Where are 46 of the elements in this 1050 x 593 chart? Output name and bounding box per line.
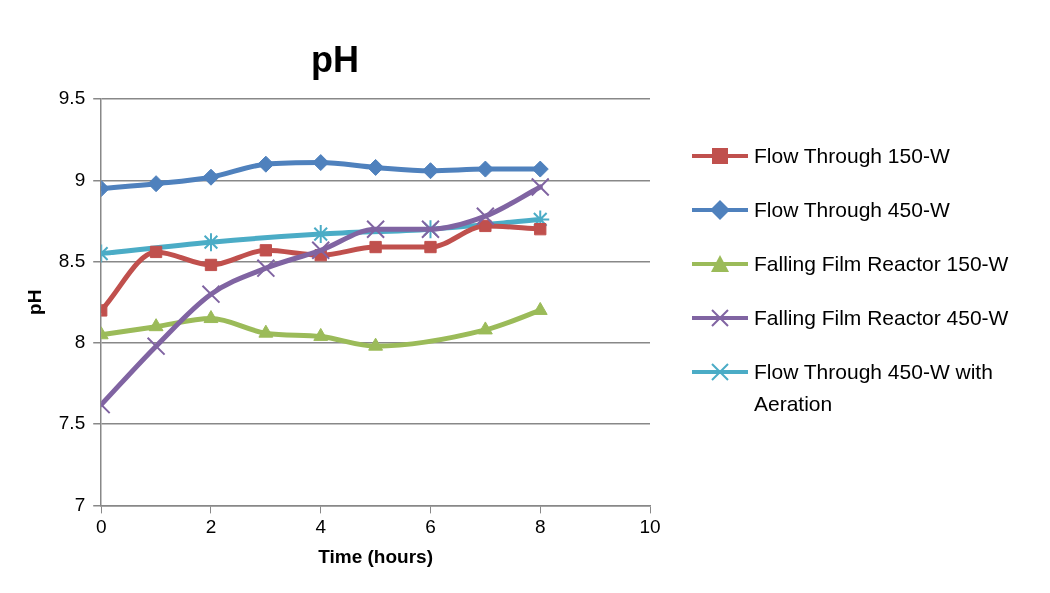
legend-label: Flow Through 450-W with Aeration [754, 359, 994, 417]
point [149, 245, 163, 259]
point [202, 168, 220, 186]
point [367, 158, 385, 176]
x-tick-label: 2 [205, 516, 217, 538]
x-tick-label: 6 [425, 516, 436, 538]
y-tick-label: 8 [74, 331, 86, 353]
chart-title: pH [311, 38, 359, 80]
point [146, 336, 166, 356]
point [201, 284, 221, 304]
point [424, 240, 437, 254]
y-tick-label: 7.5 [58, 412, 86, 434]
point [475, 206, 495, 226]
point [259, 244, 273, 257]
x-tick-label: 0 [95, 516, 107, 538]
y-tick-label: 7 [74, 493, 86, 515]
legend-label: Falling Film Reactor 150-W [754, 251, 1009, 277]
point [479, 219, 492, 233]
point [257, 155, 275, 173]
point [310, 224, 331, 245]
legend-label: Flow Through 150-W [754, 143, 950, 169]
point [366, 219, 386, 239]
point [477, 321, 493, 335]
point [313, 327, 329, 341]
point [530, 177, 550, 197]
legend-label: Flow Through 450-W [754, 197, 950, 223]
x-axis-title: Time (hours) [318, 545, 433, 567]
x-tick-label: 10 [639, 516, 661, 538]
y-tick-label: 8.5 [58, 249, 86, 271]
point [147, 175, 165, 193]
y-tick-label: 9 [74, 168, 86, 190]
x-tick-label: 8 [534, 516, 546, 538]
legend-label: Falling Film Reactor 450-W [754, 305, 1009, 331]
x-tick-label: 4 [315, 516, 327, 538]
point [534, 223, 547, 236]
point [311, 240, 331, 260]
point [256, 258, 276, 278]
point [369, 240, 382, 254]
point [203, 310, 219, 324]
point [204, 258, 218, 272]
point [258, 324, 274, 338]
y-tick-label: 9.5 [58, 87, 86, 109]
point [312, 154, 330, 172]
point [148, 318, 164, 332]
point [368, 337, 384, 351]
y-axis-title: pH [23, 289, 45, 315]
